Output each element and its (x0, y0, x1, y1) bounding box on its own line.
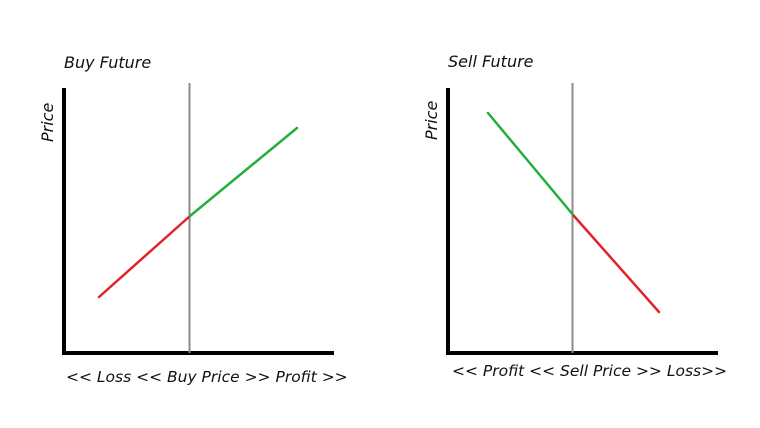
sell-future-title: Sell Future (448, 52, 534, 71)
sell-future-x-axis-label: << Profit << Sell Price >> Loss>> (452, 362, 727, 380)
buy-future-profit-segment (188, 126, 299, 218)
buy-future-x-axis-label: << Loss << Buy Price >> Profit >> (66, 368, 348, 386)
buy-future-loss-segment (97, 214, 192, 299)
buy-future-title: Buy Future (64, 53, 151, 72)
sell-future-y-axis-label: Price (422, 101, 441, 140)
buy-future-panel: Buy Future Price << Loss << Buy Price >>… (38, 53, 348, 386)
sell-future-loss-segment (572, 214, 661, 314)
sell-future-profit-segment (486, 111, 576, 218)
sell-future-panel: Sell Future Price << Profit << Sell Pric… (422, 52, 727, 380)
buy-future-y-axis-label: Price (38, 103, 57, 142)
